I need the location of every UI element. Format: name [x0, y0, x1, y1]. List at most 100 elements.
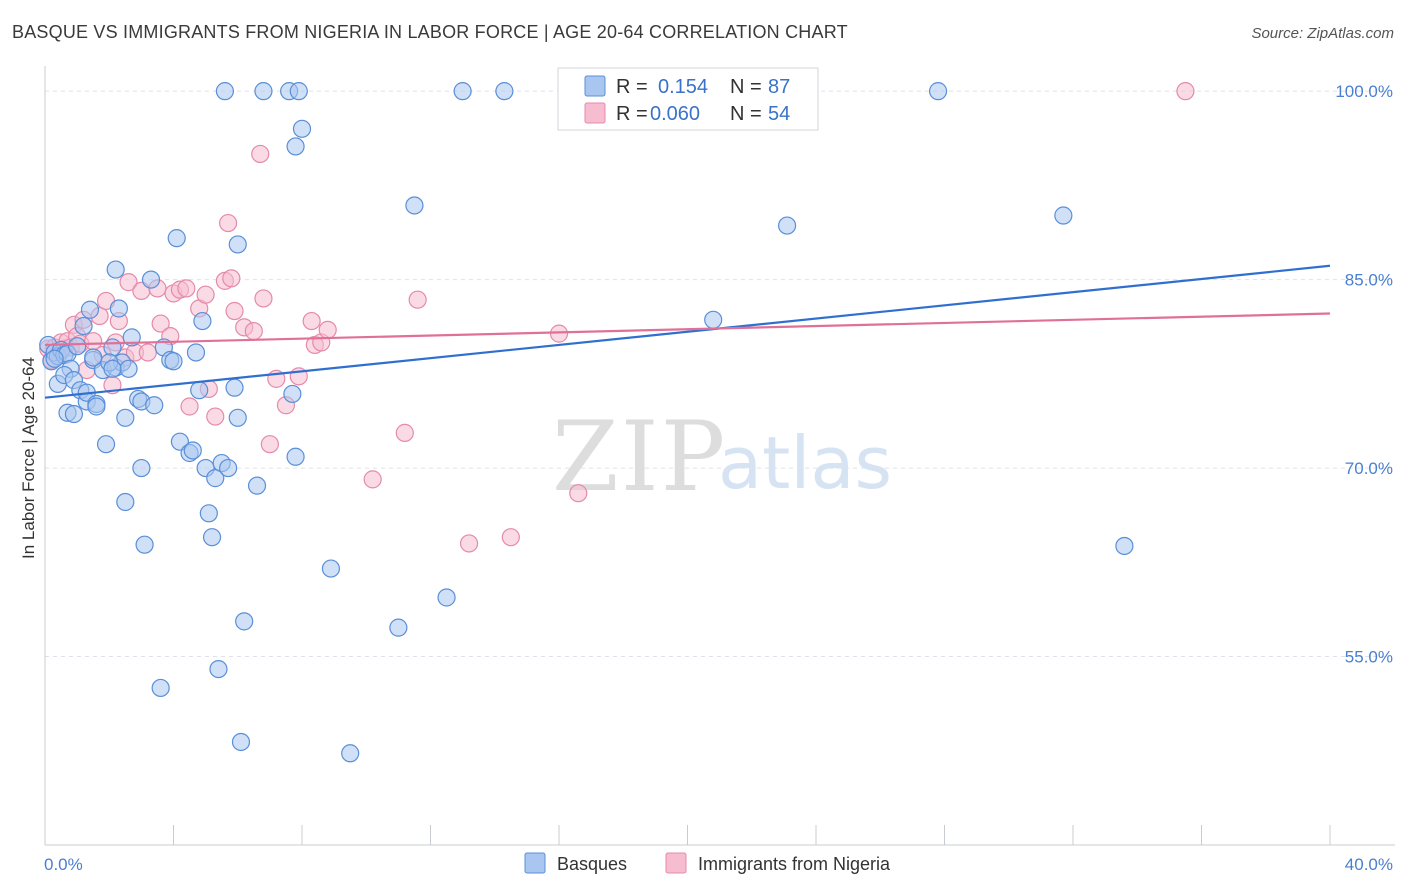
- basques-point-75: [437, 588, 456, 607]
- basques-point-52: [202, 528, 222, 547]
- basques-point-39: [151, 678, 170, 698]
- x-tick-labels: 0.0% 40.0%: [44, 855, 1393, 874]
- nigeria-point-26: [151, 314, 170, 333]
- basques-point-29: [116, 492, 135, 512]
- source-label: Source: ZipAtlas.com: [1251, 25, 1394, 42]
- nigeria-point-38: [222, 269, 241, 288]
- nigeria-point-21: [119, 273, 138, 292]
- basques-point-18: [80, 300, 100, 319]
- basques-point-79: [777, 216, 797, 235]
- basques-point-60: [228, 235, 247, 254]
- basques-point-23: [96, 435, 116, 454]
- bottom-legend-label-basques: Basques: [557, 854, 627, 874]
- trend-lines: [44, 264, 1331, 399]
- basques-point-31: [119, 359, 138, 378]
- basques-point-72: [341, 744, 360, 763]
- basques-point-86: [45, 349, 64, 368]
- basques-point-67: [289, 82, 308, 101]
- nigeria-point-48: [302, 311, 321, 331]
- basques-point-77: [495, 82, 514, 101]
- bottom-legend-swatch-nigeria: [665, 852, 687, 874]
- basques-point-14: [74, 316, 93, 336]
- basques-point-64: [254, 82, 273, 101]
- bottom-legend-swatch-basques: [524, 852, 546, 874]
- legend-n-label-basques: N =: [730, 76, 762, 98]
- nigeria-point-39: [225, 301, 244, 321]
- nigeria-point-59: [1176, 82, 1195, 101]
- bottom-legend-label-nigeria: Immigrants from Nigeria: [698, 854, 891, 874]
- basques-point-80: [928, 82, 948, 101]
- basques-point-82: [1115, 536, 1134, 556]
- nigeria-point-51: [318, 320, 337, 339]
- nigeria-point-58: [569, 484, 588, 503]
- nigeria-point-24: [138, 343, 157, 362]
- y-tick-label-1: 70.0%: [1345, 459, 1393, 478]
- nigeria-point-53: [395, 423, 414, 442]
- legend-swatch-nigeria: [584, 102, 606, 124]
- nigeria-point-37: [219, 213, 238, 233]
- chart-title: BASQUE VS IMMIGRANTS FROM NIGERIA IN LAB…: [12, 22, 848, 42]
- basques-point-48: [190, 381, 209, 400]
- y-tick-label-3: 100.0%: [1335, 82, 1393, 101]
- basques-point-56: [215, 82, 234, 101]
- basques-point-42: [164, 352, 183, 371]
- y-axis-title: In Labor Force | Age 20-64: [19, 357, 38, 559]
- basques-point-78: [704, 310, 723, 329]
- basques-point-37: [141, 270, 161, 289]
- stats-legend: R = 0.154 N = 87 R = 0.060 N = 54: [557, 67, 819, 131]
- basques-point-76: [453, 82, 472, 101]
- nigeria-point-35: [206, 407, 225, 426]
- watermark-atlas: atlas: [718, 421, 892, 505]
- nigeria-point-42: [251, 144, 270, 164]
- nigeria-point-41: [244, 322, 263, 341]
- basques-point-43: [167, 229, 186, 248]
- basques-point-13: [68, 337, 87, 356]
- nigeria-point-55: [459, 534, 479, 553]
- basques-point-85: [84, 348, 103, 367]
- nigeria-point-30: [177, 279, 196, 298]
- basques-point-38: [145, 396, 164, 415]
- legend-r-value-basques: 0.154: [658, 76, 708, 98]
- series-legend: Basques Immigrants from Nigeria: [524, 852, 891, 874]
- grid-lines: [45, 90, 1390, 658]
- basques-point-34: [132, 458, 151, 478]
- basques-point-58: [225, 378, 244, 397]
- axes: [44, 66, 1395, 846]
- basques-point-51: [199, 504, 218, 523]
- basques-point-47: [186, 343, 206, 362]
- basques-point-59: [228, 408, 247, 427]
- nigeria-point-33: [196, 285, 215, 304]
- basques-point-69: [283, 384, 302, 404]
- nigeria-point-31: [180, 397, 199, 416]
- trend-line-basques: [44, 264, 1331, 399]
- basques-point-63: [247, 476, 267, 495]
- basques-point-57: [219, 458, 238, 478]
- y-tick-labels: 55.0% 70.0% 85.0% 100.0%: [1335, 82, 1393, 666]
- basques-point-71: [321, 559, 341, 578]
- basques-point-24: [103, 338, 122, 357]
- basques-point-66: [286, 137, 305, 156]
- basques-point-73: [389, 618, 408, 637]
- nigeria-point-56: [501, 528, 520, 547]
- legend-r-value-nigeria: 0.060: [650, 103, 700, 125]
- legend-n-value-basques: 87: [768, 76, 790, 98]
- legend-r-label-basques: R =: [616, 76, 648, 98]
- x-tick-label-1: 40.0%: [1345, 855, 1393, 874]
- legend-n-label-nigeria: N =: [730, 103, 762, 125]
- nigeria-point-54: [408, 290, 427, 309]
- basques-point-62: [235, 612, 254, 631]
- y-tick-label-0: 55.0%: [1345, 648, 1393, 667]
- nigeria-point-43: [254, 289, 273, 308]
- basques-point-21: [87, 397, 106, 416]
- nigeria-point-57: [549, 324, 569, 343]
- basques-point-74: [405, 196, 424, 215]
- basques-point-81: [1054, 206, 1073, 225]
- basques-point-12: [64, 404, 84, 424]
- basques-point-49: [193, 311, 212, 331]
- trend-line-nigeria: [44, 312, 1331, 347]
- basques-point-27: [109, 299, 128, 318]
- basques-point-61: [231, 732, 251, 752]
- basques-point-46: [183, 441, 202, 460]
- legend-r-label-nigeria: R =: [616, 103, 648, 125]
